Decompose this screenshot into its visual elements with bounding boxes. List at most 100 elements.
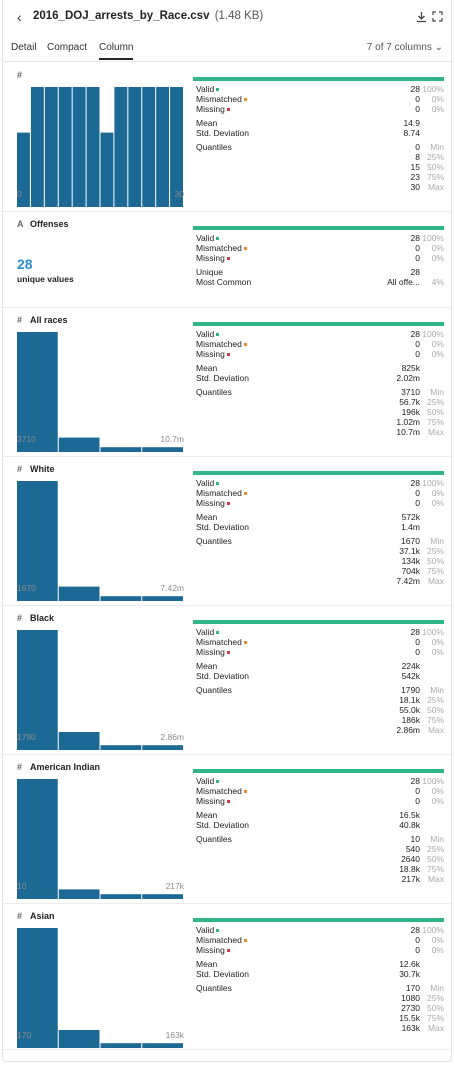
axis-min-label: 10 [17,881,27,891]
axis-min-label: 1670 [17,583,36,593]
quantile-value: 55.0k [399,705,420,715]
quantile-row: 1080 25% [193,993,444,1003]
histogram-bar[interactable] [142,87,156,207]
stat-label-text: Mismatched [196,243,242,253]
histogram-bar[interactable] [100,1043,142,1048]
expand-icon[interactable] [432,11,443,22]
quantiles-label: Quantiles [196,834,232,844]
stat-percent: 100% [422,478,444,488]
histogram-bar[interactable] [58,437,100,452]
histogram-bar[interactable] [128,87,142,207]
axis-max-label: 7.42m [160,583,184,593]
status-dot-icon [243,790,247,793]
histogram-bar[interactable] [72,87,86,207]
quantile-label: 50% [426,854,444,864]
quantile-row: 2730 50% [193,1003,444,1013]
chevron-left-icon[interactable]: ‹ [17,9,22,25]
histogram-bar[interactable] [100,447,142,452]
histogram-bar[interactable] [142,1043,183,1048]
stat-label-text: Valid [196,233,215,243]
quantile-row: 18.8k 75% [193,864,444,874]
histogram-bar[interactable] [142,596,183,601]
status-dot-icon [226,949,230,952]
histogram-bar[interactable] [142,894,183,899]
stat-label-text: Mismatched [196,637,242,647]
histogram-bar[interactable] [17,132,30,207]
histogram-bar[interactable] [44,87,58,207]
quantile-label: Min [430,142,444,152]
histogram-bar[interactable] [58,1030,100,1048]
histogram-bar[interactable] [17,928,58,1048]
unique-count: 28 [17,256,33,272]
download-icon[interactable] [416,11,427,23]
histogram-bar[interactable] [30,87,44,207]
histogram-bar[interactable] [17,481,58,601]
histogram-bar[interactable] [100,132,114,207]
view-tabs: Detail Compact Column 7 of 7 columns ⌄ [3,36,453,62]
stat-label: Valid [196,925,220,935]
histogram-bar[interactable] [58,889,100,899]
stat-percent: 0% [431,94,444,104]
histogram [17,481,183,601]
quantile-value: 1.02m [396,417,420,427]
status-dot-icon [243,98,247,101]
stat-label: Mismatched [196,935,247,945]
stat-percent: 0% [431,935,444,945]
tab-column[interactable]: Column [99,42,134,60]
valid-bar [193,918,444,922]
stat-value: 28 [410,925,420,935]
most-common-row: Most Common All offe... 4% [193,277,444,287]
stat-percent: 0% [431,339,444,349]
stat-percent: 100% [422,627,444,637]
mismatched-row: Mismatched 0 0% [193,786,444,796]
missing-row: Missing 0 0% [193,349,444,359]
quantile-row: 2.86m Max [193,725,444,735]
histogram-bar[interactable] [142,447,183,452]
std-row: Std. Deviation 542k [193,671,444,681]
quantile-label: 75% [426,417,444,427]
tab-detail[interactable]: Detail [11,42,37,53]
stats-panel: Valid 28 100% Mismatched 0 0% Missing 0 0% Mean 14… [193,77,444,192]
quantile-row: 134k 50% [193,556,444,566]
histogram-bar[interactable] [114,87,128,207]
quantile-value: 56.7k [399,397,420,407]
histogram-bar[interactable] [17,332,58,452]
quantile-label: Max [427,874,444,884]
histogram-bar[interactable] [17,630,58,750]
histogram-bar[interactable] [156,87,170,207]
histogram [17,779,183,899]
std-label: Std. Deviation [196,671,249,681]
histogram-bar[interactable] [100,596,142,601]
histogram-bar[interactable] [100,894,142,899]
valid-bar [193,471,444,475]
std-label: Std. Deviation [196,373,249,383]
histogram-bar[interactable] [142,745,183,750]
stat-label-text: Mismatched [196,935,242,945]
column-name: Offenses [30,219,69,229]
histogram-bar[interactable] [170,87,183,207]
column-header: # All races [17,315,68,325]
quantile-label: 25% [426,397,444,407]
stat-label-text: Valid [196,329,215,339]
histogram-bar[interactable] [100,745,142,750]
axis-max-label: 217k [165,881,184,891]
missing-row: Missing 0 0% [193,498,444,508]
histogram-bar[interactable] [58,87,72,207]
column-count-dropdown[interactable]: 7 of 7 columns ⌄ [366,42,443,53]
column-name: All races [30,315,68,325]
quantile-label: 75% [426,715,444,725]
quantile-label: Max [427,182,444,192]
histogram-bar[interactable] [86,87,100,207]
status-dot-icon [243,641,247,644]
numeric-type-icon: # [17,464,23,474]
quantiles-label: Quantiles [196,387,232,397]
tab-compact[interactable]: Compact [47,42,88,53]
histogram-bar[interactable] [58,586,100,601]
stat-label-text: Mismatched [196,339,242,349]
std-row: Std. Deviation 30.7k [193,969,444,979]
histogram-bar[interactable] [58,732,100,750]
histogram [17,332,183,452]
missing-row: Missing 0 0% [193,945,444,955]
histogram-bar[interactable] [17,779,58,899]
quantile-label: Min [430,983,444,993]
